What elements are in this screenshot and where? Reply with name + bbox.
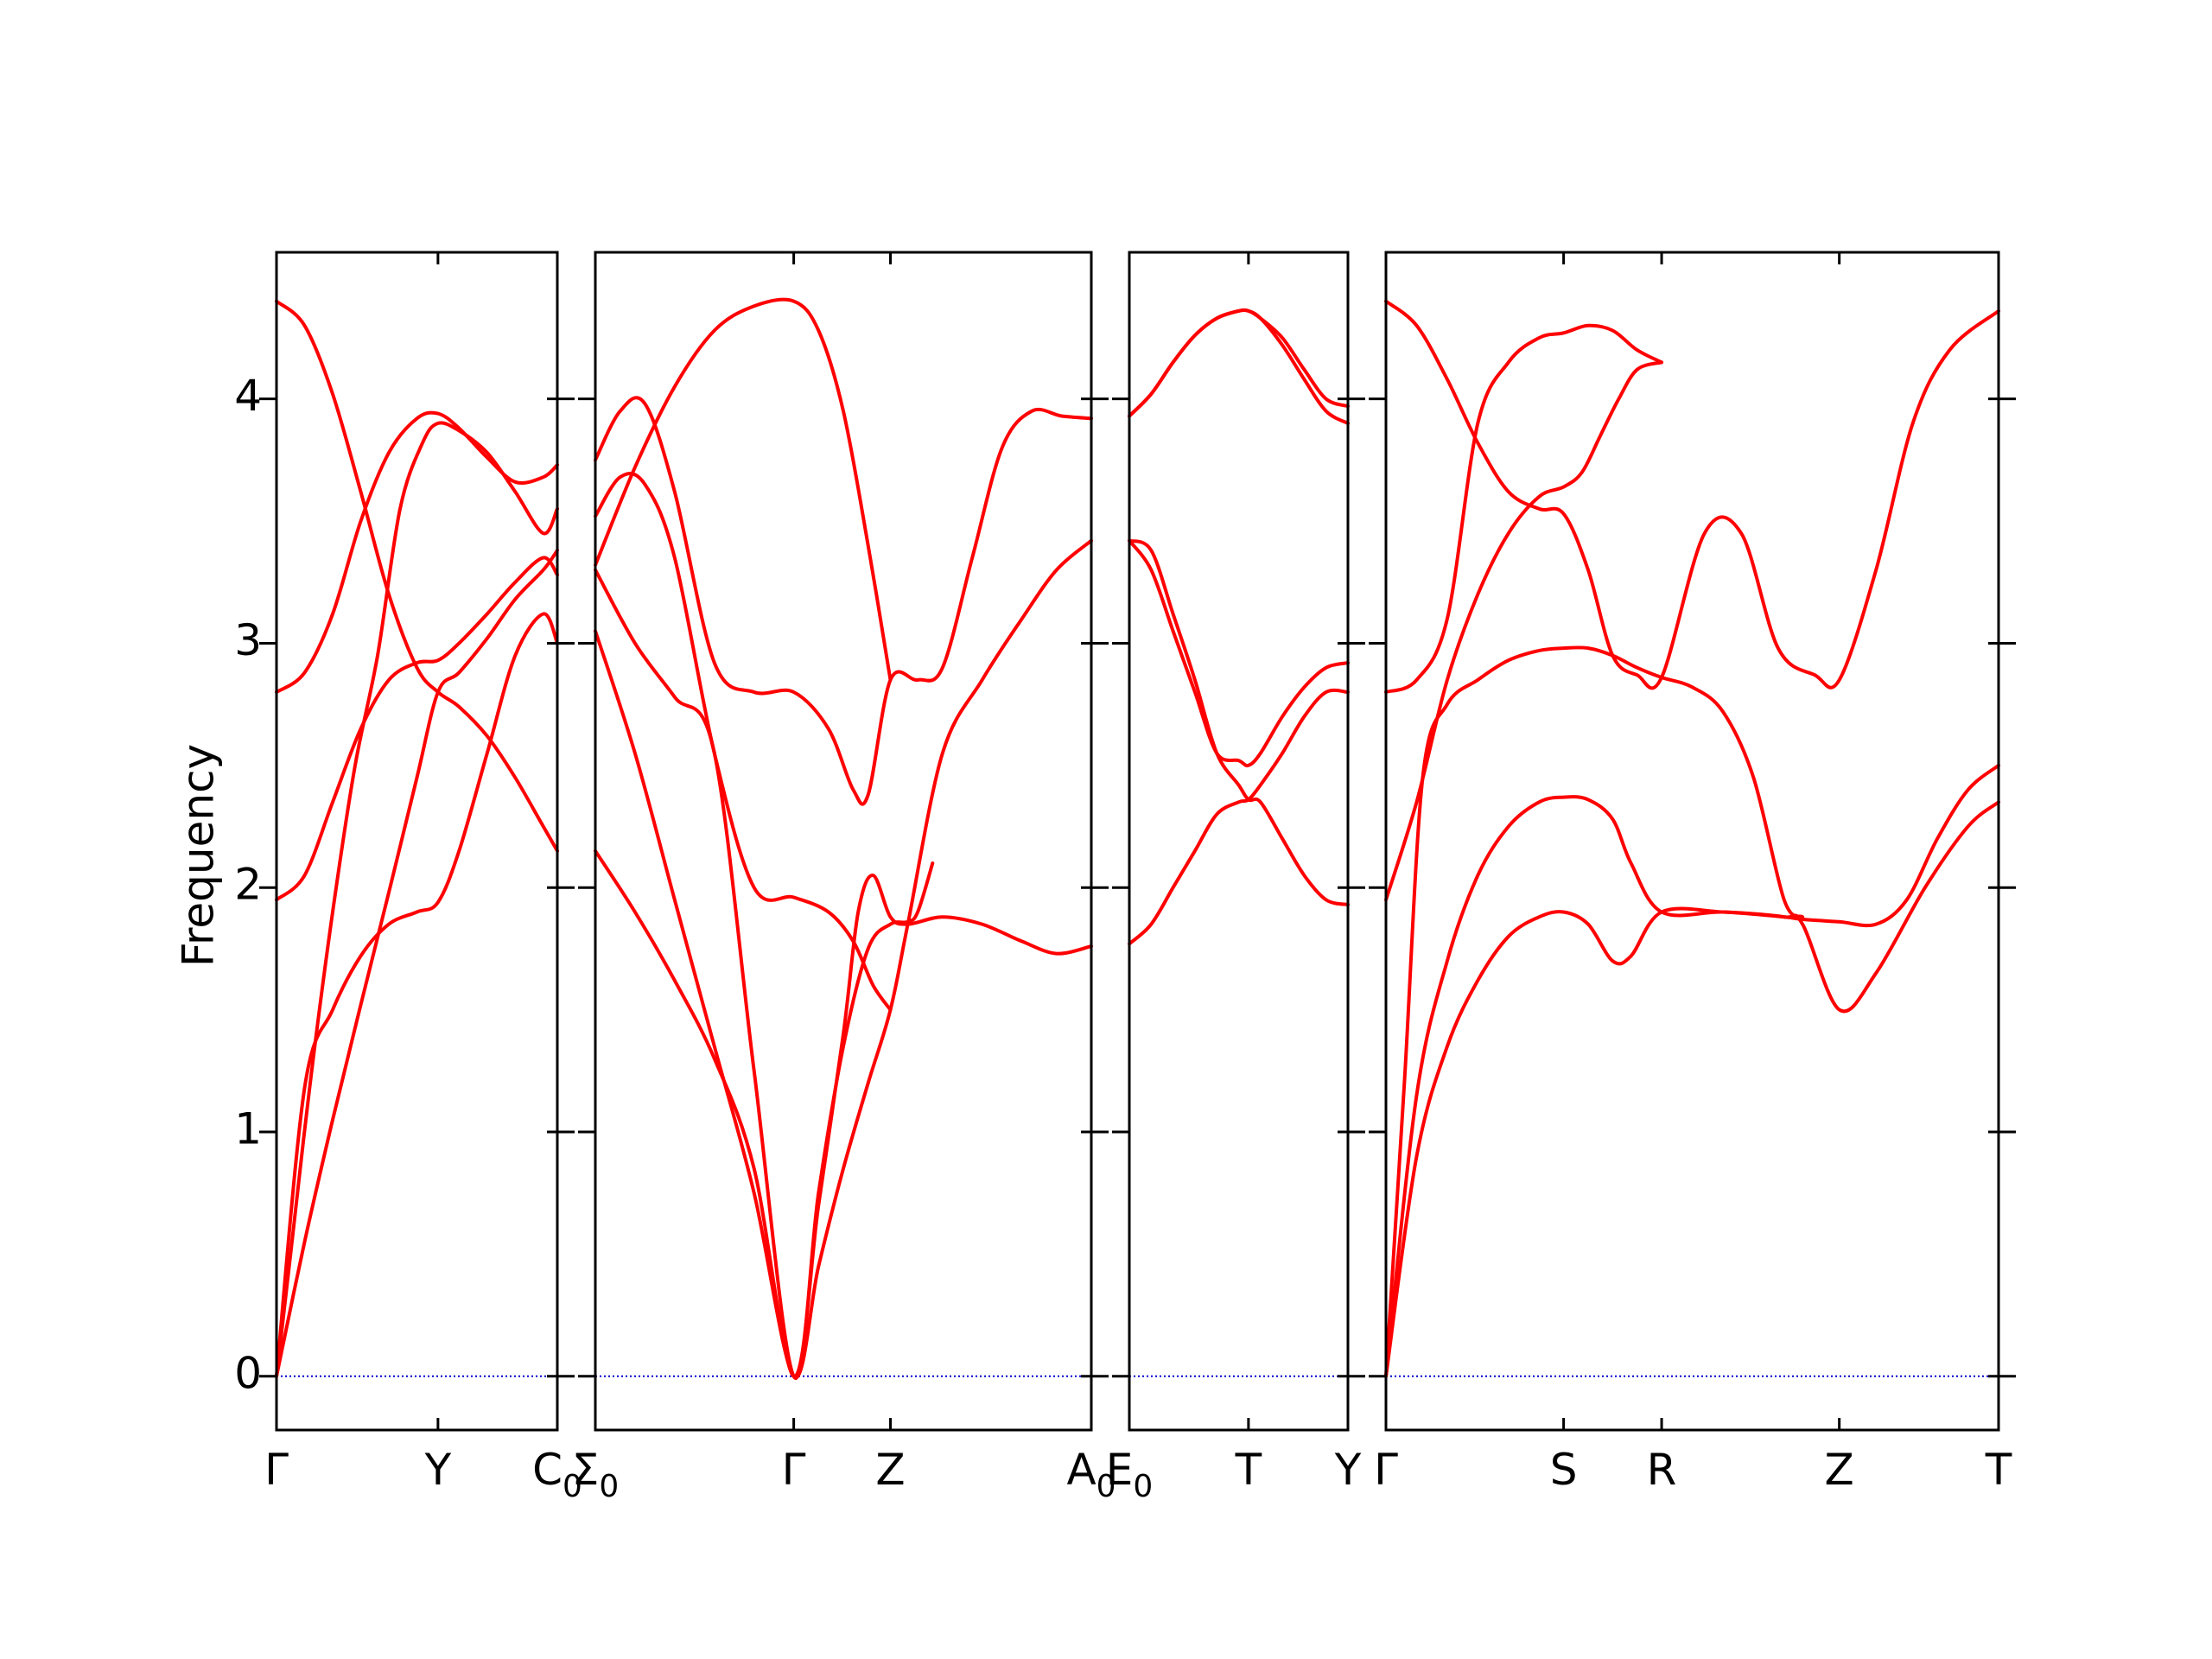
x-tick-label: Γ	[264, 1445, 289, 1495]
phonon-band	[1128, 308, 1350, 418]
phonon-band	[1384, 800, 2000, 1378]
x-tick-label: Z	[1825, 1445, 1854, 1495]
phonon-band	[1128, 308, 1350, 425]
phonon-band	[1384, 323, 1663, 694]
panel-1	[259, 251, 575, 1432]
x-tick-label: T	[1985, 1445, 2012, 1495]
y-tick-label: 2	[234, 860, 262, 910]
phonon-band	[594, 472, 893, 1012]
x-tick-label: S	[1550, 1445, 1578, 1495]
phonon-band	[275, 421, 559, 1378]
phonon-band	[594, 849, 1093, 1378]
phonon-band	[1128, 688, 1350, 946]
phonon-band	[275, 612, 559, 1378]
y-tick-label: 1	[234, 1104, 262, 1154]
x-tick-label: Γ	[1374, 1445, 1398, 1495]
phonon-band	[594, 568, 935, 1380]
x-tick-label: Γ	[782, 1445, 806, 1495]
y-axis-label: Frequency	[174, 744, 224, 967]
x-tick-label: T	[1235, 1445, 1262, 1495]
phonon-band	[1384, 645, 1805, 1378]
x-tick-label: A0	[1066, 1445, 1116, 1504]
panel-2	[578, 251, 1109, 1432]
phonon-band	[1128, 538, 1350, 768]
phonon-band	[1384, 360, 1663, 902]
panel-frame	[1128, 251, 1350, 1432]
panel-frame	[594, 251, 1093, 1432]
phonon-band	[1384, 763, 2000, 1378]
x-tick-label: C0	[532, 1445, 582, 1504]
x-tick-label: Y	[1334, 1445, 1362, 1495]
panel-3	[1112, 251, 1365, 1432]
x-tick-label: E0	[1106, 1445, 1154, 1504]
phonon-band	[594, 538, 1093, 1380]
phonon-band	[275, 549, 559, 1378]
x-tick-label: Z	[875, 1445, 905, 1495]
y-tick-label: 4	[234, 371, 262, 421]
x-tick-label: Σ0	[572, 1445, 620, 1504]
x-tick-label: Y	[424, 1445, 452, 1495]
phonon-band	[1128, 538, 1350, 906]
phonon-band	[594, 297, 893, 682]
phonon-band	[275, 410, 559, 694]
panel-4	[1369, 251, 2016, 1432]
phonon-band	[275, 556, 559, 902]
panel-frame	[275, 251, 559, 1432]
y-tick-label: 3	[234, 615, 262, 665]
phonon-band	[1384, 299, 2000, 690]
phonon-band	[594, 396, 1093, 806]
phonon-band	[275, 299, 559, 853]
panel-frame	[1384, 251, 2000, 1432]
y-tick-label: 0	[234, 1348, 262, 1398]
x-tick-label: R	[1647, 1445, 1677, 1495]
